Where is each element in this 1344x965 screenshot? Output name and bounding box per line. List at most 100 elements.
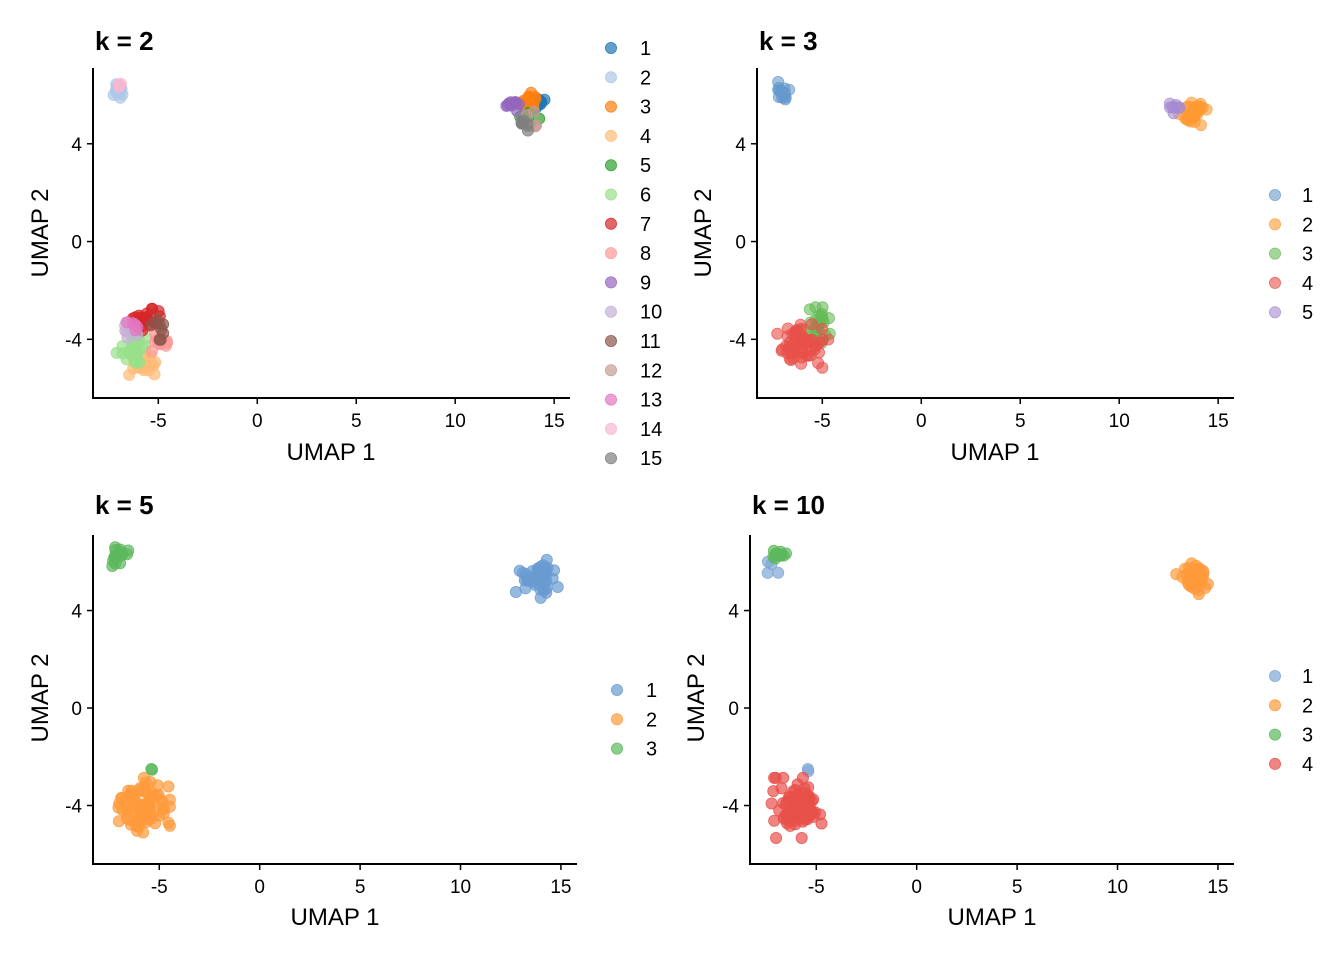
x-tick-label: -5 [151,877,168,898]
point-series-1 [783,83,796,96]
point-series-4 [795,357,808,370]
legend-key-5 [605,159,618,172]
x-tick-label: 0 [916,411,927,432]
point-series-1 [521,572,534,585]
points-layer [761,544,1214,845]
y-axis-title: UMAP 2 [27,189,54,278]
legend-key-6 [605,188,618,201]
legend-label-4: 4 [1302,754,1313,776]
legend-label-2: 2 [640,67,651,89]
legend-key-7 [605,217,618,230]
legend-key-3 [611,742,624,755]
y-axis-title: UMAP 2 [683,654,710,743]
point-series-2 [1192,100,1205,113]
y-axis-title: UMAP 2 [27,654,54,743]
legend-key-3 [1269,247,1282,260]
legend-key-9 [605,276,618,289]
point-series-14 [113,79,126,92]
point-series-2 [116,804,129,817]
point-series-6 [116,347,129,360]
y-tick-label: -4 [65,797,82,818]
point-series-1 [509,586,522,599]
legend: 1 2 3 [611,680,657,761]
point-series-10 [121,331,134,344]
legend-key-13 [605,393,618,406]
point-series-2 [143,804,156,817]
legend-label-13: 13 [640,390,662,412]
panel-title: k = 5 [95,490,154,520]
x-tick-label: 15 [550,877,571,898]
x-tick-label: 0 [911,877,922,898]
legend-label-2: 2 [1302,695,1313,717]
legend-key-1 [605,42,618,55]
legend-key-12 [605,364,618,377]
point-series-15 [517,114,530,127]
point-series-1 [535,574,548,587]
legend-key-5 [1269,306,1282,319]
legend-label-12: 12 [640,360,662,382]
point-series-2 [138,781,151,794]
point-series-2 [1185,569,1198,582]
points-layer [771,76,1213,374]
point-series-4 [816,333,829,346]
legend-label-3: 3 [1302,725,1313,747]
legend: 1 2 3 4 [1269,666,1313,776]
point-series-2 [151,779,164,792]
point-series-4 [789,806,802,819]
point-series-4 [812,356,825,369]
point-series-4 [816,322,829,335]
legend-key-14 [605,422,618,435]
y-tick-label: 0 [71,233,82,254]
point-series-4 [805,333,818,346]
point-series-4 [773,804,786,817]
points-layer [106,541,564,839]
legend-key-8 [605,247,618,260]
legend-key-3 [1269,728,1282,741]
legend-label-7: 7 [640,214,651,236]
legend-label-4: 4 [640,126,651,148]
y-tick-label: -4 [729,330,746,351]
point-series-4 [769,771,782,784]
point-series-5 [1172,102,1185,115]
panel-title: k = 3 [759,26,818,56]
y-tick-label: 4 [71,135,82,156]
y-tick-label: 0 [71,699,82,720]
point-series-2 [162,780,175,793]
point-series-4 [783,352,796,365]
x-tick-label: 10 [445,411,466,432]
legend-key-2 [605,71,618,84]
x-tick-label: 0 [254,877,265,898]
x-tick-label: 10 [1109,411,1130,432]
legend-label-8: 8 [640,243,651,265]
panel-title: k = 10 [752,490,825,520]
legend-key-10 [605,305,618,318]
point-series-3 [145,763,158,776]
legend-label-5: 5 [1302,302,1313,324]
point-series-4 [795,832,808,845]
y-tick-label: -4 [65,330,82,351]
umap-panel-2: -5 0 5 10 15 -4 0 4 k = 3 UMAP 1 UMAP 2 1 2 3 4 5 [690,26,1313,466]
point-series-4 [776,343,789,356]
legend-label-3: 3 [1302,244,1313,266]
x-tick-label: 5 [1012,877,1023,898]
legend: 1 2 3 4 5 [1269,185,1313,324]
point-series-4 [770,832,783,845]
point-series-13 [129,318,142,331]
y-axis-title: UMAP 2 [690,189,717,278]
legend-key-1 [611,684,624,697]
umap-panel-3: -5 0 5 10 15 -4 0 4 k = 5 UMAP 1 UMAP 2 1 2 3 [27,490,657,931]
y-tick-label: 0 [728,699,739,720]
point-series-1 [513,564,526,577]
point-series-4 [790,335,803,348]
point-series-4 [799,812,812,825]
x-tick-label: 5 [1015,411,1026,432]
x-tick-label: -5 [814,411,831,432]
point-series-1 [531,564,544,577]
panel-title: k = 2 [95,26,154,56]
legend-label-1: 1 [1302,666,1313,688]
x-tick-label: 10 [1107,877,1128,898]
point-series-4 [149,356,162,369]
